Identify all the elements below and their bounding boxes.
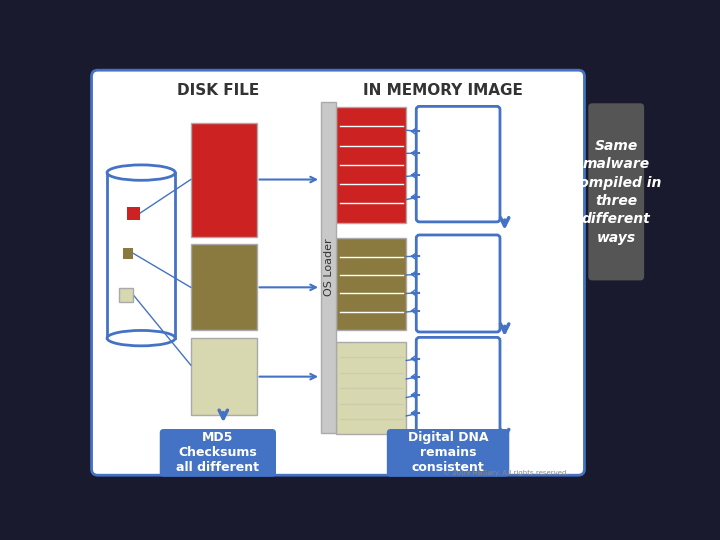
Bar (107, 173, 175, 338)
Bar (336, 238, 406, 330)
Bar (120, 288, 133, 302)
FancyBboxPatch shape (416, 106, 500, 222)
FancyBboxPatch shape (588, 103, 644, 280)
Bar (127, 207, 140, 220)
Bar (336, 107, 406, 222)
Text: MD5
Checksums
all different: MD5 Checksums all different (176, 431, 259, 474)
Text: Digital DNA
remains
consistent: Digital DNA remains consistent (408, 431, 488, 474)
Text: © 2009 HBGary. All rights reserved.: © 2009 HBGary. All rights reserved. (444, 470, 569, 476)
FancyBboxPatch shape (91, 70, 585, 475)
Text: IN MEMORY IMAGE: IN MEMORY IMAGE (363, 83, 523, 98)
Ellipse shape (107, 330, 175, 346)
Bar (191, 123, 256, 237)
FancyBboxPatch shape (416, 338, 500, 434)
Bar (191, 338, 256, 415)
FancyBboxPatch shape (387, 429, 509, 477)
Bar (336, 342, 406, 434)
Bar (191, 244, 256, 330)
Text: OS Loader: OS Loader (324, 239, 333, 296)
Bar (122, 248, 133, 259)
Text: Same
malware
compiled in
three
different
ways: Same malware compiled in three different… (571, 139, 662, 245)
Bar (321, 102, 336, 433)
FancyBboxPatch shape (160, 429, 276, 477)
Ellipse shape (107, 165, 175, 180)
Text: DISK FILE: DISK FILE (176, 83, 259, 98)
FancyBboxPatch shape (416, 235, 500, 332)
